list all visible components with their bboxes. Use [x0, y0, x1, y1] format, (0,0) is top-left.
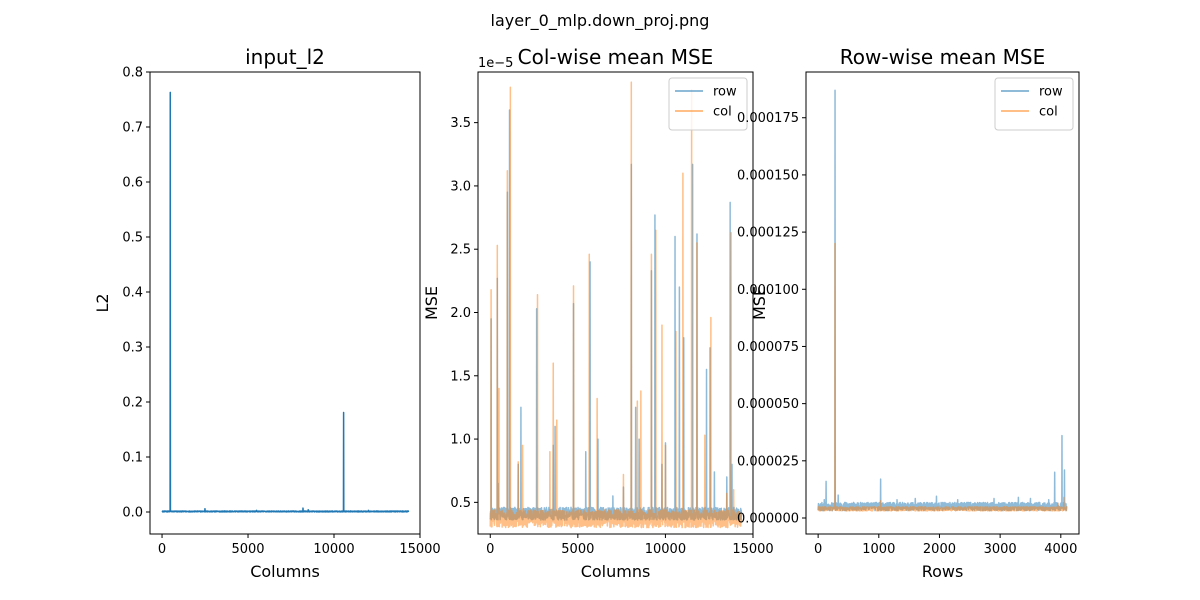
- y-tick-label: 0.6: [122, 176, 143, 191]
- axes-frame: [805, 71, 1080, 535]
- x-tick-label: 0: [814, 542, 822, 557]
- axes-frame: [477, 71, 754, 535]
- y-tick-label: 3.0: [450, 179, 471, 194]
- y-tick-label: 0.5: [450, 496, 471, 511]
- y-tick-label: 0.5: [122, 231, 143, 246]
- y-tick-label: 0.000175: [737, 111, 799, 126]
- axes-frame: [149, 71, 421, 535]
- legend-entry-row: row: [713, 85, 737, 100]
- chart-title: input_l2: [245, 45, 325, 69]
- x-tick-label: 5000: [231, 542, 264, 557]
- series-line-col: [489, 81, 743, 529]
- y-tick-label: 0.000125: [737, 226, 799, 241]
- y-tick-label: 0.000000: [737, 511, 799, 526]
- y-tick-label: 2.0: [450, 306, 471, 321]
- figure-suptitle: layer_0_mlp.down_proj.png: [491, 11, 710, 31]
- y-tick-label: 0.000100: [737, 283, 799, 298]
- x-tick-label: 2000: [923, 542, 956, 557]
- y-axis-label: L2: [93, 293, 112, 312]
- x-axis-label: Columns: [250, 562, 320, 581]
- x-axis-label: Columns: [581, 562, 651, 581]
- y-tick-label: 0.3: [122, 341, 143, 356]
- y-tick-label: 0.4: [122, 286, 143, 301]
- plot-area: [161, 91, 410, 513]
- chart-panels: 0 5000 10000 150000.00.10.20.30.40.50.60.70…: [93, 45, 1080, 581]
- y-tick-label: 0.0: [122, 506, 143, 521]
- y-tick-label: 0.2: [122, 396, 143, 411]
- x-tick-label: 3000: [984, 542, 1017, 557]
- chart-panel-1: 0 5000 10000 15000 0.0 0.1 0.2 0.3 0.4 0.5 0.6 0.7 0…: [93, 45, 441, 581]
- y-tick-label: 0.000075: [737, 340, 799, 355]
- plot-area: [817, 89, 1068, 512]
- legend-entry-row: row: [1039, 85, 1063, 100]
- x-tick-label: 10000: [313, 542, 354, 557]
- legend-entry-col: col: [713, 105, 732, 120]
- legend-entry-col: col: [1039, 105, 1058, 120]
- y-tick-label: 1.0: [450, 433, 471, 448]
- chart-panel-2: 0 5000 10000 15000 0.5 1.0 1.5 2.0 2.5 3.0 3.5 Col-…: [422, 45, 774, 581]
- x-tick-label: 15000: [732, 542, 773, 557]
- y-axis-label: MSE: [750, 286, 769, 320]
- x-tick-label: 4000: [1044, 542, 1077, 557]
- y-axis-label: MSE: [422, 286, 441, 320]
- y-tick-label: 0.1: [122, 451, 143, 466]
- legend: row col: [994, 77, 1074, 131]
- x-tick-label: 1000: [862, 542, 895, 557]
- plot-area: [489, 81, 743, 529]
- chart-panel-3: 0 1000 2000 3000 4000 0.000000 0.000025 0.00005…: [737, 45, 1080, 581]
- y-tick-label: 1.5: [450, 369, 471, 384]
- y-tick-label: 0.000050: [737, 397, 799, 412]
- x-tick-label: 5000: [561, 542, 594, 557]
- series-line-row: [817, 89, 1068, 512]
- x-tick-label: 15000: [399, 542, 440, 557]
- axis-offset-text: 1e−5: [478, 56, 513, 71]
- series-line-col: [817, 242, 1068, 512]
- y-tick-label: 0.8: [122, 66, 143, 81]
- y-tick-label: 0.000150: [737, 168, 799, 183]
- y-tick-label: 0.000025: [737, 454, 799, 469]
- x-axis-label: Rows: [922, 562, 964, 581]
- x-tick-label: 0: [486, 542, 494, 557]
- legend: row col: [668, 77, 748, 131]
- x-tick-label: 0: [158, 542, 166, 557]
- y-tick-label: 2.5: [450, 243, 471, 258]
- y-tick-label: 0.7: [122, 121, 143, 136]
- y-tick-label: 3.5: [450, 116, 471, 131]
- x-tick-label: 10000: [645, 542, 686, 557]
- series-line-main: [161, 91, 410, 513]
- chart-title: Row-wise mean MSE: [840, 45, 1045, 69]
- chart-title: Col-wise mean MSE: [518, 45, 714, 69]
- series-line-row: [489, 109, 743, 521]
